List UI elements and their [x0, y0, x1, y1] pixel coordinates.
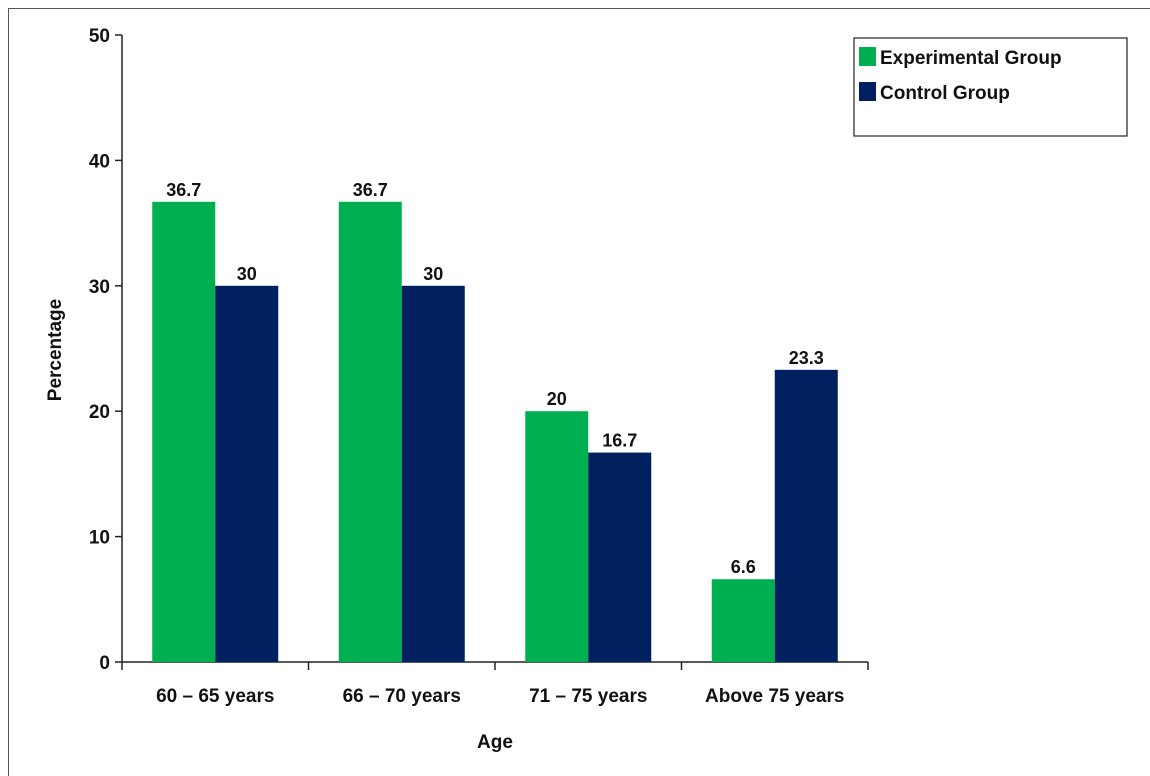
bar-control [774, 369, 838, 662]
bars [152, 201, 838, 663]
bar-value-label: 6.6 [731, 557, 756, 577]
bar-value-label: 30 [423, 264, 443, 284]
y-tick-label: 10 [89, 528, 110, 549]
x-tick-label: 66 – 70 years [343, 686, 461, 707]
y-axis: 0 10 20 30 40 50 [89, 26, 123, 674]
bar-value-label: 30 [237, 264, 257, 284]
legend: Experimental Group Control Group [853, 37, 1128, 137]
bar-value-label: 20 [547, 389, 567, 409]
x-tick-label: 71 – 75 years [529, 686, 647, 707]
y-tick-label: 40 [89, 151, 110, 172]
bar-control [588, 452, 652, 662]
bar-experimental [711, 579, 775, 662]
bar-value-label: 16.7 [602, 431, 637, 451]
bar-experimental [338, 201, 402, 663]
bar-value-label: 36.7 [353, 180, 388, 200]
bar-experimental [152, 201, 216, 663]
chart-frame [8, 8, 1150, 776]
bar-labels: 36.7 36.7 20 6.6 30 30 16.7 23.3 [166, 180, 824, 577]
bar-control [215, 285, 279, 662]
x-tick-label: Above 75 years [705, 686, 844, 707]
legend-swatch [859, 82, 876, 101]
x-axis-title: Age [477, 732, 513, 753]
x-tick-label: 60 – 65 years [156, 686, 274, 707]
bar-value-label: 36.7 [166, 180, 201, 200]
y-tick-label: 20 [89, 402, 110, 423]
legend-swatch [859, 47, 876, 66]
legend-box [853, 37, 1128, 137]
y-axis-title: Percentage [45, 299, 66, 401]
bar-value-label: 23.3 [789, 348, 824, 368]
bar-experimental [525, 411, 589, 662]
bar-control [401, 285, 465, 662]
legend-label: Experimental Group [880, 48, 1062, 69]
legend-label: Control Group [880, 83, 1010, 104]
x-axis: 60 – 65 years 66 – 70 years 71 – 75 years A… [121, 661, 869, 707]
y-tick-label: 0 [99, 653, 110, 674]
y-tick-label: 30 [89, 277, 110, 298]
y-tick-label: 50 [89, 26, 110, 47]
